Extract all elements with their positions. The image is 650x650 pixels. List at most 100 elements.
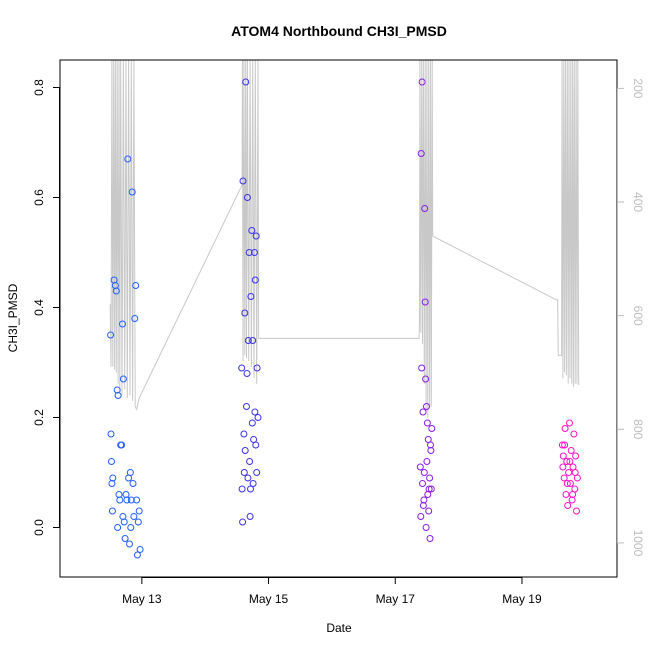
data-point-2-1 xyxy=(417,150,425,157)
data-point-1-22 xyxy=(241,447,249,454)
data-point-1-13 xyxy=(248,227,256,234)
x-tick-label-0: May 13 xyxy=(122,592,162,606)
y-axis-label: CH3I_PMSD xyxy=(6,283,20,352)
data-point-0-32 xyxy=(133,551,141,559)
data-point-0-23 xyxy=(126,540,133,548)
data-point-1-21 xyxy=(240,469,248,476)
data-point-0-25 xyxy=(127,496,135,504)
data-point-3-21 xyxy=(566,458,574,465)
data-point-3-5 xyxy=(563,458,571,465)
data-point-3-0 xyxy=(558,441,566,449)
data-point-0-30 xyxy=(132,282,140,289)
data-point-0-21 xyxy=(124,155,132,163)
data-point-2-20 xyxy=(422,524,430,531)
data-point-2-25 xyxy=(427,441,434,449)
data-point-1-19 xyxy=(253,364,261,372)
axes-layer: 0.0 0.2 0.4 0.6 0.8 May 13 May 15 May 17 May 19 2… xyxy=(32,78,645,606)
data-point-1-16 xyxy=(251,249,258,256)
data-point-0-34 xyxy=(135,507,143,515)
data-point-0-26 xyxy=(128,188,136,196)
data-point-0-8 xyxy=(112,287,120,295)
data-point-0-35 xyxy=(136,546,144,553)
data-point-2-9 xyxy=(423,403,430,410)
data-point-3-20 xyxy=(563,480,571,487)
data-point-2-6 xyxy=(421,205,429,212)
y2-tick-label-3: 800 xyxy=(631,419,645,439)
x-tick-label-1: May 15 xyxy=(249,592,289,606)
y-tick-label-4: 0.8 xyxy=(32,79,46,96)
data-point-1-23 xyxy=(243,370,251,377)
data-point-1-12 xyxy=(247,293,255,300)
data-point-2-10 xyxy=(423,419,431,427)
data-point-2-8 xyxy=(422,375,430,383)
data-point-3-7 xyxy=(565,469,573,476)
data-point-1-31 xyxy=(253,469,261,476)
data-point-2-21 xyxy=(423,458,431,465)
data-point-1-7 xyxy=(243,403,250,410)
y2-tick-label-4: 1000 xyxy=(631,530,645,557)
data-point-1-5 xyxy=(241,309,249,317)
data-point-0-15 xyxy=(119,320,126,328)
data-point-2-18 xyxy=(419,502,427,509)
y-tick-label-2: 0.4 xyxy=(32,299,46,316)
data-point-1-8 xyxy=(243,194,251,201)
y-tick-label-1: 0.2 xyxy=(32,409,46,426)
data-point-1-17 xyxy=(251,276,259,284)
data-point-0-4 xyxy=(108,507,116,515)
data-point-3-15 xyxy=(572,452,580,460)
data-point-1-26 xyxy=(247,485,254,493)
y2-tick-label-0: 200 xyxy=(631,78,645,98)
y-tick-label-0: 0.0 xyxy=(32,519,46,536)
data-point-1-20 xyxy=(254,414,262,421)
data-point-0-37 xyxy=(119,513,127,520)
data-point-3-2 xyxy=(560,474,568,482)
x-tick-label-2: May 17 xyxy=(376,592,416,606)
data-point-2-24 xyxy=(426,474,434,482)
data-point-1-30 xyxy=(252,441,260,449)
data-point-1-2 xyxy=(239,518,247,526)
data-point-3-9 xyxy=(566,480,574,487)
data-point-0-12 xyxy=(116,496,124,504)
data-point-2-19 xyxy=(420,469,428,476)
data-point-1-29 xyxy=(251,408,259,416)
series-line-4 xyxy=(109,60,580,418)
data-point-1-3 xyxy=(239,177,247,185)
data-point-2-4 xyxy=(419,408,427,416)
data-point-0-10 xyxy=(114,392,122,399)
data-point-2-17 xyxy=(419,480,426,487)
data-point-3-19 xyxy=(561,441,569,449)
plot-layer xyxy=(107,60,581,559)
data-point-0-28 xyxy=(130,513,138,520)
data-point-1-11 xyxy=(246,513,254,520)
data-point-0-31 xyxy=(133,496,141,504)
data-point-0-36 xyxy=(114,524,122,531)
y-tick-label-3: 0.6 xyxy=(32,189,46,206)
y2-tick-label-2: 600 xyxy=(631,306,645,326)
data-point-1-4 xyxy=(240,430,248,438)
data-point-1-9 xyxy=(244,337,252,344)
data-point-1-24 xyxy=(244,474,252,482)
data-point-0-5 xyxy=(109,474,117,482)
data-point-1-27 xyxy=(248,419,256,427)
data-point-2-7 xyxy=(421,298,429,306)
data-point-0-18 xyxy=(121,535,129,542)
data-point-1-1 xyxy=(238,485,246,493)
data-point-3-22 xyxy=(569,491,577,498)
data-point-3-10 xyxy=(567,447,575,454)
data-point-3-18 xyxy=(559,463,567,471)
x-axis-label: Date xyxy=(326,621,352,635)
data-point-3-16 xyxy=(573,507,580,515)
x-tick-label-3: May 19 xyxy=(502,592,542,606)
data-point-0-27 xyxy=(129,480,137,487)
data-point-2-23 xyxy=(425,507,433,515)
data-point-3-23 xyxy=(571,469,579,476)
data-point-0-1 xyxy=(107,430,115,438)
data-point-1-6 xyxy=(242,78,250,86)
data-point-1-18 xyxy=(252,232,260,240)
data-point-2-2 xyxy=(418,364,426,372)
data-point-0-16 xyxy=(119,375,127,383)
data-point-0-20 xyxy=(123,496,131,504)
